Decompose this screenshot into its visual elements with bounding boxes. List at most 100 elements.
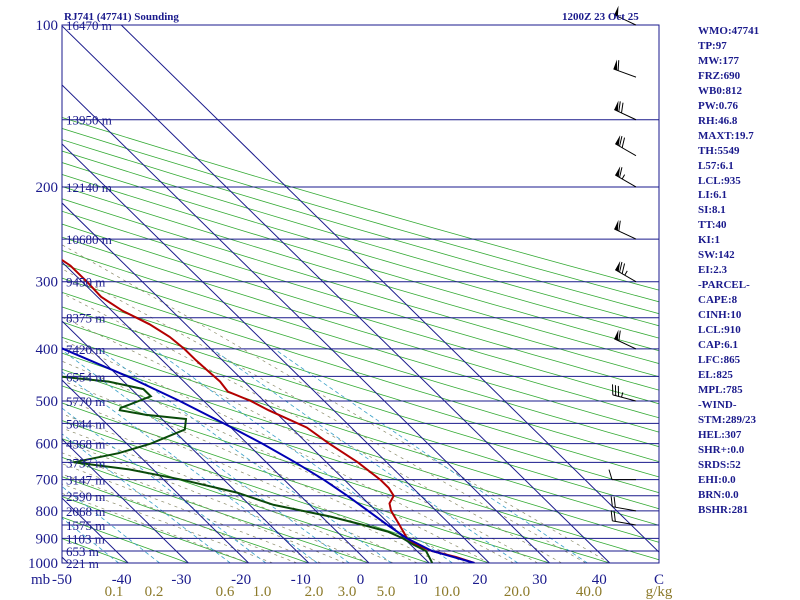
parcel-profile: [62, 347, 475, 563]
stat-line: BSHR:281: [698, 503, 749, 516]
mixing-ratio-label: 40.0: [576, 584, 602, 600]
height-label: 10680 m: [66, 232, 112, 247]
moist-adiabat: [62, 427, 394, 563]
height-label: 221 m: [66, 556, 99, 571]
height-label: 9450 m: [66, 275, 105, 290]
temperature-profile: [62, 258, 475, 563]
dry-adiabat: [62, 321, 659, 510]
height-label: 8375 m: [66, 311, 105, 326]
moist-adiabat: [62, 492, 249, 563]
stat-line: FRZ:690: [698, 69, 741, 82]
wind-barb: [614, 219, 637, 240]
pressure-tick-label: 1000: [28, 556, 58, 572]
mixing-ratio-label: 3.0: [338, 584, 357, 600]
wind-barb: [613, 59, 637, 78]
wind-barb: [614, 100, 637, 121]
height-label: 2068 m: [66, 504, 105, 519]
pressure-tick-label: 100: [36, 18, 59, 34]
temperature-tick-label: C: [654, 572, 664, 588]
profile-lines: [62, 258, 475, 563]
dry-adiabats: [62, 117, 659, 563]
dry-adiabat: [62, 198, 659, 378]
pressure-tick-labels: 100 200 300 400 500 600 700 800 900 1000: [28, 18, 58, 572]
stat-line: CAPE:8: [698, 294, 738, 307]
stat-line: CAP:6.1: [698, 339, 739, 352]
isotherm-line: [62, 379, 249, 563]
stat-line: MPL:785: [698, 383, 743, 396]
moist-adiabat: [62, 397, 442, 563]
mixing-ratio-labels: 0.1 0.2 0.6 1.0 2.0 3.0 5.0 10.0 20.0 40.0 g/kg: [105, 584, 673, 600]
temperature-tick-label: 40: [592, 572, 607, 588]
dry-adiabat: [62, 250, 659, 433]
stat-line: LFC:865: [698, 353, 741, 366]
height-label: 2590 m: [66, 489, 105, 504]
stat-line: KI:1: [698, 234, 720, 247]
mixing-ratio-line: [211, 348, 519, 563]
height-label: 3737 m: [66, 455, 105, 470]
height-label: 1103 m: [66, 531, 105, 546]
isotherm-line: [62, 25, 611, 563]
dry-adiabat: [62, 277, 659, 463]
pressure-tick-label: 600: [36, 437, 59, 453]
stat-line: LCL:935: [698, 174, 741, 187]
temperature-tick-label: -50: [52, 572, 72, 588]
pressure-tick-label: 900: [36, 531, 59, 547]
stat-line: SHR+:0.0: [698, 443, 745, 456]
mixing-ratio-label: 20.0: [504, 584, 530, 600]
height-label: 3147 m: [66, 473, 105, 488]
mixing-ratio-label: g/kg: [646, 584, 673, 600]
temperature-tick-label: 10: [413, 572, 428, 588]
isotherm-line: [62, 438, 189, 563]
stat-line: TH:5549: [698, 144, 740, 157]
height-label: 13950 m: [66, 113, 112, 128]
dry-adiabat: [62, 162, 659, 339]
height-label: 6554 m: [66, 369, 105, 384]
dry-adiabat: [62, 128, 659, 303]
chart-title: RJ741 (47741) Sounding: [64, 11, 179, 23]
stat-line: LCL:910: [698, 324, 741, 337]
mixing-ratio-label: 0.2: [145, 584, 164, 600]
temperature-tick-label: 20: [472, 572, 487, 588]
temperature-tick-label: -30: [171, 572, 191, 588]
pressure-tick-label: 800: [36, 504, 59, 520]
wind-barb: [608, 469, 636, 481]
wind-barb: [614, 329, 637, 350]
sounding-indices-panel: WMO:47741 TP:97 MW:177 FRZ:690 WB0:812 PW:0.7…: [698, 24, 798, 517]
valid-time: 1200Z 23 Oct 25: [562, 11, 639, 23]
dry-adiabat: [62, 174, 659, 352]
temperature-tick-label: 30: [532, 572, 547, 588]
isotherm-line: [120, 25, 659, 553]
temperature-tick-label: 0: [357, 572, 365, 588]
stat-line: EL:825: [698, 368, 733, 381]
pressure-tick-label: 300: [36, 275, 59, 291]
temperature-tick-label: -20: [231, 572, 251, 588]
mb-unit-label: mb: [31, 572, 50, 588]
stat-line: -WIND-: [698, 398, 737, 411]
moist-adiabat: [62, 463, 321, 563]
pressure-tick-label: 700: [36, 473, 59, 489]
temperature-tick-label: -10: [291, 572, 311, 588]
height-label: 12140 m: [66, 180, 112, 195]
dry-adiabat: [62, 306, 659, 494]
mixing-ratio-label: 0.6: [216, 584, 235, 600]
stat-line: WMO:47741: [698, 25, 760, 37]
stat-line: CINH:10: [698, 309, 742, 322]
stat-line: MAXT:19.7: [698, 129, 754, 142]
temperature-tick-labels: -50 -40 -30 -20 -10 0 10 20 30 40 C: [52, 572, 664, 588]
pressure-tick-label: 500: [36, 394, 59, 410]
stat-line: TP:97: [698, 39, 727, 52]
isotherms: [0, 25, 659, 563]
dry-adiabat: [62, 236, 659, 419]
height-label: 4368 m: [66, 437, 105, 452]
wind-barb: [610, 510, 637, 526]
mixing-ratio-label: 1.0: [253, 584, 272, 600]
isotherm-line: [62, 261, 370, 563]
stat-line: EI:2.3: [698, 264, 728, 277]
stat-line: -PARCEL-: [698, 279, 750, 292]
isotherm-line: [0, 25, 8, 563]
dry-adiabat: [62, 150, 659, 327]
isotherm-line: [62, 320, 310, 563]
dry-adiabat: [62, 291, 659, 478]
height-label: 7420 m: [66, 342, 105, 357]
